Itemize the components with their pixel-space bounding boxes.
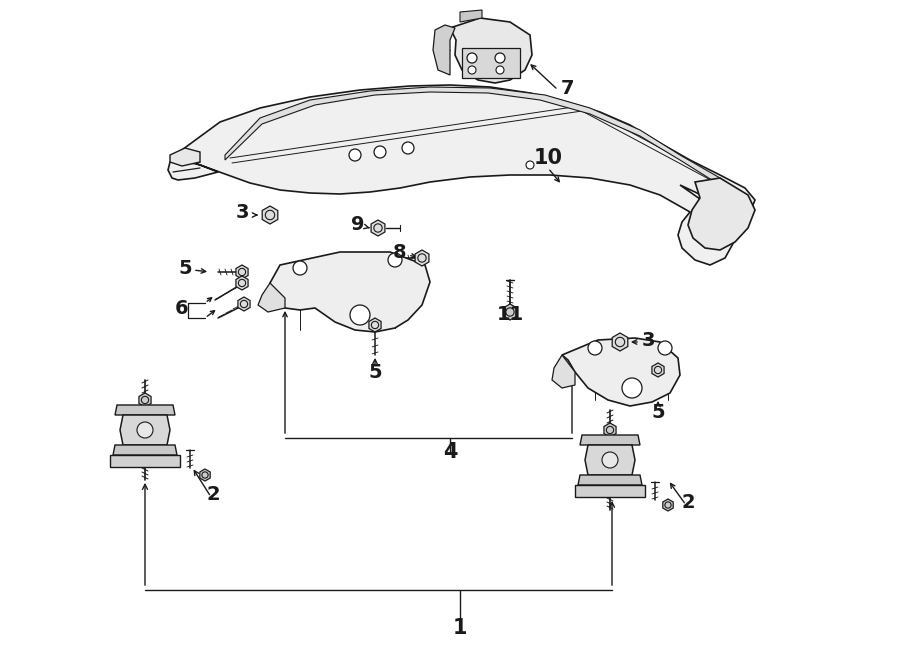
Circle shape (293, 261, 307, 275)
Text: 5: 5 (652, 403, 665, 422)
Polygon shape (236, 276, 248, 290)
Text: 2: 2 (206, 485, 220, 504)
Circle shape (602, 452, 618, 468)
Polygon shape (688, 178, 755, 250)
Polygon shape (110, 455, 180, 467)
Polygon shape (113, 445, 177, 455)
Polygon shape (652, 363, 664, 377)
Polygon shape (503, 304, 517, 320)
Polygon shape (604, 423, 617, 437)
Circle shape (526, 161, 534, 169)
Polygon shape (371, 220, 385, 236)
Polygon shape (450, 18, 532, 83)
Polygon shape (369, 318, 381, 332)
Polygon shape (662, 499, 673, 511)
Circle shape (658, 341, 672, 355)
Text: 3: 3 (235, 204, 248, 223)
Text: 2: 2 (681, 494, 695, 512)
Polygon shape (170, 148, 200, 166)
Circle shape (468, 66, 476, 74)
Circle shape (349, 149, 361, 161)
Polygon shape (238, 297, 250, 311)
Polygon shape (578, 475, 642, 485)
Polygon shape (415, 250, 429, 266)
Polygon shape (460, 10, 482, 22)
Polygon shape (270, 252, 430, 332)
Polygon shape (612, 333, 628, 351)
Polygon shape (115, 405, 175, 415)
Text: 9: 9 (351, 215, 364, 235)
Polygon shape (462, 48, 520, 78)
Text: 5: 5 (178, 258, 192, 278)
Polygon shape (139, 393, 151, 407)
Polygon shape (575, 485, 645, 497)
Circle shape (622, 378, 642, 398)
Circle shape (374, 146, 386, 158)
Polygon shape (236, 265, 248, 279)
Text: 6: 6 (176, 299, 189, 317)
Text: 5: 5 (368, 362, 382, 381)
Polygon shape (120, 415, 170, 445)
Text: 3: 3 (641, 330, 655, 350)
Circle shape (402, 142, 414, 154)
Text: 8: 8 (393, 243, 407, 262)
Text: 7: 7 (562, 79, 575, 98)
Polygon shape (580, 435, 640, 445)
Polygon shape (258, 283, 285, 312)
Polygon shape (200, 469, 211, 481)
Circle shape (137, 422, 153, 438)
Polygon shape (433, 25, 455, 75)
Polygon shape (552, 355, 575, 388)
Circle shape (703, 228, 717, 242)
Circle shape (495, 53, 505, 63)
Text: 1: 1 (453, 618, 467, 638)
Polygon shape (262, 206, 278, 224)
Circle shape (496, 66, 504, 74)
Circle shape (588, 341, 602, 355)
Text: 10: 10 (534, 148, 562, 168)
Text: 11: 11 (497, 305, 524, 325)
Circle shape (467, 53, 477, 63)
Polygon shape (562, 338, 680, 406)
Polygon shape (168, 85, 755, 265)
Circle shape (350, 305, 370, 325)
Polygon shape (225, 87, 748, 202)
Text: 4: 4 (443, 442, 457, 462)
Polygon shape (585, 445, 635, 475)
Circle shape (388, 253, 402, 267)
